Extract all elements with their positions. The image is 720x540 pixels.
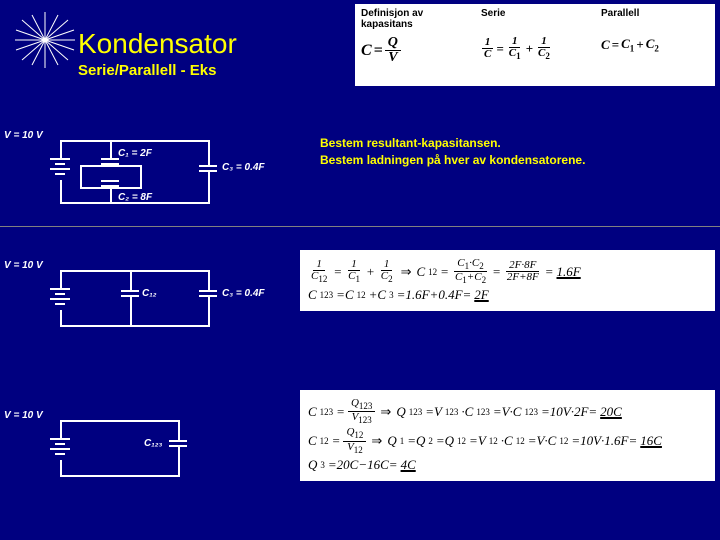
ckt2-c12-label: C₁₂ bbox=[142, 288, 157, 299]
ckt1-c3-label: C₃ = 0.4F bbox=[222, 162, 265, 173]
ckt3-c123-label: C₁₂₃ bbox=[144, 438, 162, 449]
page-title: Kondensator bbox=[78, 28, 237, 60]
hdr-par-label: Parallell bbox=[601, 8, 709, 32]
ckt1-v-label: V = 10 V bbox=[4, 130, 43, 141]
eq2-line3: Q3=20C−16C=4C bbox=[308, 457, 707, 473]
eq1-line2: C123=C12+C3=1.6F+0.4F=2F bbox=[308, 287, 707, 303]
ckt1-c1-label: C₁ = 2F bbox=[118, 148, 152, 159]
circuit-2: V = 10 V C₁₂ C₃ = 0.4F bbox=[0, 250, 300, 340]
formula-parallel: C=C1+C2 bbox=[601, 36, 709, 54]
hdr-def-label: Definisjon av kapasitans bbox=[361, 8, 469, 32]
eq1-line1: 1C12= 1C1+ 1C2 ⇒ C12= C1·C2C1+C2 =2F·8F2… bbox=[308, 258, 707, 285]
page-subtitle: Serie/Parallell - Eks bbox=[78, 62, 216, 79]
formula-definition: C= QV bbox=[361, 36, 469, 65]
ckt2-v-label: V = 10 V bbox=[4, 260, 43, 271]
task-line2: Bestem ladningen på hver av kondensatore… bbox=[320, 152, 585, 169]
eq2-line1: C123= Q123V123 ⇒ Q123=V123·C123=V·C123=1… bbox=[308, 398, 707, 425]
circuit-3: V = 10 V C₁₂₃ bbox=[0, 400, 260, 490]
circuit-1: V = 10 V C₃ = 0.4F C₁ = 2F C₂ = 8F bbox=[0, 120, 300, 220]
task-text: Bestem resultant-kapasitansen. Bestem la… bbox=[320, 135, 585, 169]
task-line1: Bestem resultant-kapasitansen. bbox=[320, 135, 585, 152]
ckt2-c3-label: C₃ = 0.4F bbox=[222, 288, 265, 299]
divider bbox=[0, 226, 720, 227]
hdr-serie-label: Serie bbox=[481, 8, 589, 32]
eq-panel-1: 1C12= 1C1+ 1C2 ⇒ C12= C1·C2C1+C2 =2F·8F2… bbox=[300, 250, 715, 311]
eq2-line2: C12= Q12V12 ⇒ Q1=Q2=Q12=V12·C12=V·C12=10… bbox=[308, 427, 707, 454]
ckt3-v-label: V = 10 V bbox=[4, 410, 43, 421]
formula-series: 1C = 1C1 + 1C2 bbox=[481, 36, 589, 61]
eq-panel-2: C123= Q123V123 ⇒ Q123=V123·C123=V·C123=1… bbox=[300, 390, 715, 481]
starburst-icon bbox=[10, 10, 80, 70]
ckt1-c2-label: C₂ = 8F bbox=[118, 192, 152, 203]
header-formula-box: Definisjon av kapasitans C= QV Serie 1C … bbox=[355, 4, 715, 86]
